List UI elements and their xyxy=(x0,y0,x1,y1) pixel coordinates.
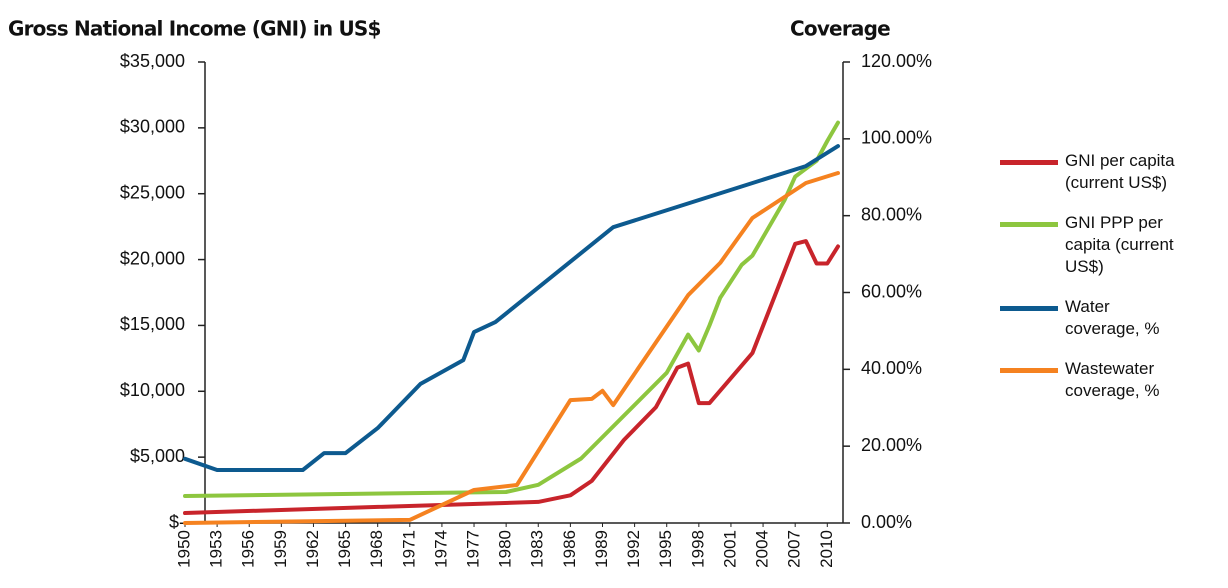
y-tick-label: $25,000 xyxy=(120,182,185,202)
x-tick-label: 1953 xyxy=(207,530,226,568)
x-tick-label: 1980 xyxy=(496,530,515,568)
x-tick-label: 1974 xyxy=(431,530,450,568)
x-tick-label: 2007 xyxy=(785,530,804,568)
legend-item: GNI PPP per capita (current US$) xyxy=(1000,212,1187,278)
series-line xyxy=(183,144,840,472)
x-tick-label: 1986 xyxy=(560,530,579,568)
legend-swatch xyxy=(1000,306,1058,311)
legend-swatch xyxy=(1000,222,1058,227)
x-tick-label: 1971 xyxy=(399,530,418,568)
x-tick-label: 1968 xyxy=(367,530,386,568)
x-tick-label: 1989 xyxy=(592,530,611,568)
x-tick-label: 1950 xyxy=(174,530,193,568)
x-tick-label: 1965 xyxy=(335,530,354,568)
legend-item: GNI per capita (current US$) xyxy=(1000,150,1187,194)
y-tick-label: $35,000 xyxy=(120,51,185,71)
y2-axis-title: Coverage xyxy=(790,17,890,41)
x-tick-label: 1995 xyxy=(656,530,675,568)
y2-tick-label: 60.00% xyxy=(861,281,922,301)
x-tick-label: 1962 xyxy=(303,530,322,568)
x-tick-label: 1992 xyxy=(624,530,643,568)
legend-label: Wastewater coverage, % xyxy=(1065,359,1160,400)
y2-tick-label: 40.00% xyxy=(861,358,922,378)
legend-label: GNI per capita (current US$) xyxy=(1065,151,1175,192)
legend-label: GNI PPP per capita (current US$) xyxy=(1065,213,1174,276)
legend-item: Wastewater coverage, % xyxy=(1000,358,1187,402)
y-tick-label: $- xyxy=(169,512,185,532)
y-tick-label: $15,000 xyxy=(120,314,185,334)
y2-tick-label: 80.00% xyxy=(861,204,922,224)
legend: GNI per capita (current US$) GNI PPP per … xyxy=(1000,150,1187,420)
legend-swatch xyxy=(1000,368,1058,373)
x-tick-label: 1959 xyxy=(271,530,290,568)
y-tick-label: $30,000 xyxy=(120,117,185,137)
legend-swatch xyxy=(1000,160,1058,165)
chart-title: Gross National Income (GNI) in US$ xyxy=(8,17,381,41)
y-tick-label: $5,000 xyxy=(130,446,185,466)
legend-label: Water coverage, % xyxy=(1065,297,1160,338)
series-line xyxy=(183,239,840,515)
x-tick-label: 2004 xyxy=(753,530,772,568)
x-tick-label: 1977 xyxy=(464,530,483,568)
y2-tick-label: 20.00% xyxy=(861,435,922,455)
x-tick-label: 1998 xyxy=(688,530,707,568)
y2-tick-label: 0.00% xyxy=(861,512,912,532)
legend-item: Water coverage, % xyxy=(1000,296,1187,340)
x-tick-label: 1983 xyxy=(528,530,547,568)
series-line xyxy=(183,171,840,525)
y-tick-label: $10,000 xyxy=(120,380,185,400)
y2-tick-label: 100.00% xyxy=(861,128,932,148)
y2-tick-label: 120.00% xyxy=(861,51,932,71)
x-tick-label: 2010 xyxy=(817,530,836,568)
x-tick-label: 1956 xyxy=(239,530,258,568)
y-tick-label: $20,000 xyxy=(120,248,185,268)
x-tick-label: 2001 xyxy=(720,530,739,568)
